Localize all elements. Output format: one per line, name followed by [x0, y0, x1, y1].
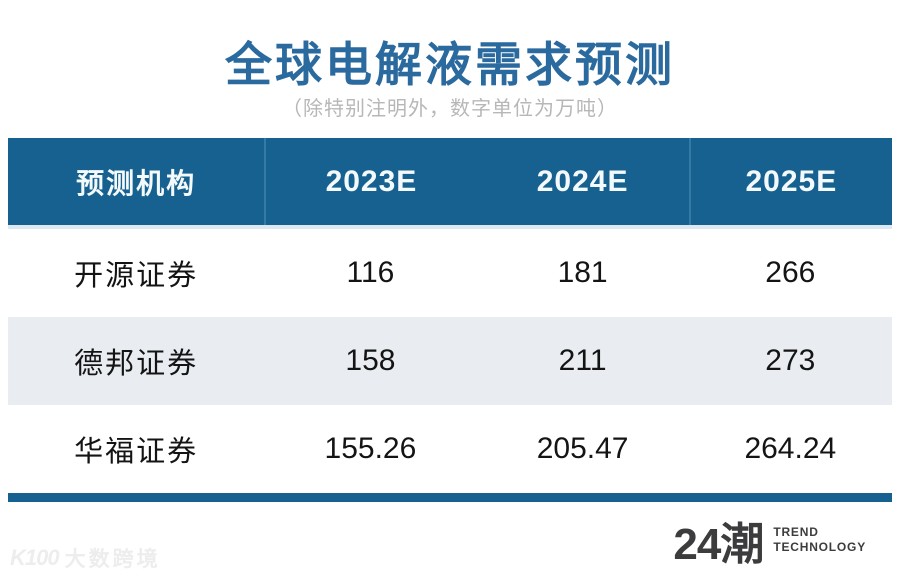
- watermark-text: 大数跨境: [64, 548, 161, 571]
- column-header-2023e: 2023E: [264, 138, 476, 225]
- page-title: 全球电解液需求预测: [225, 38, 675, 91]
- value-2024e: 211: [558, 344, 607, 377]
- watermark-logo-icon: K100: [10, 545, 60, 570]
- value-2023e: 158: [345, 344, 396, 377]
- value-2023e: 155.26: [324, 432, 417, 465]
- column-header-2025e: 2025E: [688, 138, 892, 225]
- column-header-2024e: 2024E: [536, 164, 629, 198]
- watermark: K100 大数跨境: [10, 543, 161, 573]
- page-subtitle: （除特别注明外，数字单位为万吨）: [282, 98, 618, 120]
- value-2024e: 205.47: [536, 432, 629, 465]
- value-2025e: 266: [765, 256, 816, 289]
- brand-logo: 24潮 TREND TECHNOLOGY: [673, 508, 866, 572]
- table-bottom-bar: [8, 493, 892, 502]
- value-2024e: 181: [557, 256, 608, 289]
- forecast-table: 预测机构 2023E 2024E 2025E 开源证券 116 181 266 …: [8, 138, 892, 502]
- value-2025e: 273: [765, 344, 816, 377]
- table-row: 德邦证券 158 211 273: [8, 317, 892, 405]
- brand-logo-en: TREND TECHNOLOGY: [773, 525, 866, 555]
- institution-name: 德邦证券: [74, 348, 199, 380]
- value-2025e: 264.24: [744, 432, 837, 465]
- table-header-row: 预测机构 2023E 2024E 2025E: [8, 138, 892, 229]
- institution-name: 开源证券: [74, 260, 199, 292]
- column-header-institution: 预测机构: [76, 167, 197, 199]
- institution-name: 华福证券: [74, 436, 199, 468]
- table-row: 华福证券 155.26 205.47 264.24: [8, 405, 892, 493]
- brand-en-line1: TREND: [773, 525, 819, 539]
- brand-logo-cn: 24潮: [673, 520, 764, 569]
- value-2023e: 116: [346, 256, 395, 289]
- table-row: 开源证券 116 181 266: [8, 229, 892, 317]
- brand-en-line2: TECHNOLOGY: [773, 540, 866, 554]
